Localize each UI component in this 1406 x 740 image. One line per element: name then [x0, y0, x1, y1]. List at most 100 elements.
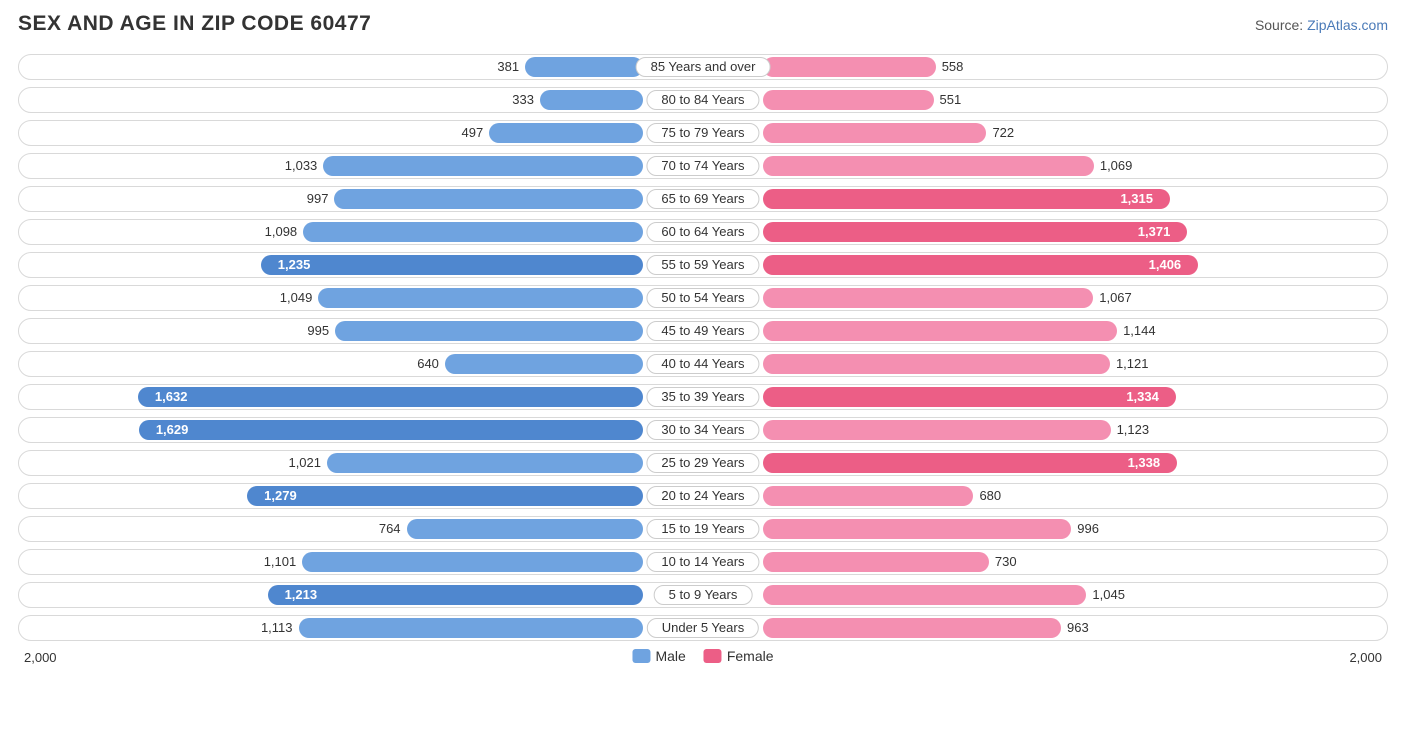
male-value: 1,213	[275, 583, 328, 607]
male-value: 333	[512, 88, 534, 112]
age-category-pill: 10 to 14 Years	[646, 552, 759, 572]
male-value: 1,098	[265, 220, 298, 244]
pyramid-row: 1,629 1,123 30 to 34 Years	[18, 417, 1388, 443]
age-category-pill: 15 to 19 Years	[646, 519, 759, 539]
male-bar	[540, 90, 643, 110]
female-value: 558	[942, 55, 964, 79]
female-value: 551	[940, 88, 962, 112]
female-bar	[763, 90, 934, 110]
age-category-pill: 65 to 69 Years	[646, 189, 759, 209]
axis-max-right: 2,000	[1349, 650, 1382, 665]
pyramid-row: 1,0331,06970 to 74 Years	[18, 153, 1388, 179]
chart-header: SEX AND AGE IN ZIP CODE 60477 Source: Zi…	[18, 12, 1388, 36]
male-bar	[302, 552, 643, 572]
male-bar	[335, 321, 643, 341]
age-category-pill: 75 to 79 Years	[646, 123, 759, 143]
age-category-pill: 70 to 74 Years	[646, 156, 759, 176]
male-bar	[318, 288, 643, 308]
age-category-pill: 30 to 34 Years	[646, 420, 759, 440]
pyramid-row: 640 1,121 40 to 44 Years	[18, 351, 1388, 377]
female-bar	[763, 288, 1093, 308]
female-value: 1,334	[1116, 385, 1169, 409]
age-category-pill: 60 to 64 Years	[646, 222, 759, 242]
age-category-pill: 40 to 44 Years	[646, 354, 759, 374]
female-bar	[763, 189, 1170, 209]
age-category-pill: 25 to 29 Years	[646, 453, 759, 473]
pyramid-row: 1,213 1,045 5 to 9 Years	[18, 582, 1388, 608]
female-bar	[763, 486, 973, 506]
female-bar	[763, 585, 1086, 605]
male-bar	[299, 618, 643, 638]
female-bar	[763, 420, 1111, 440]
pyramid-row: 1,101 730 10 to 14 Years	[18, 549, 1388, 575]
pyramid-row: 1,0211,33825 to 29 Years	[18, 450, 1388, 476]
axis-max-left: 2,000	[24, 650, 57, 665]
female-bar	[763, 519, 1071, 539]
pyramid-row: 38155885 Years and over	[18, 54, 1388, 80]
male-bar	[445, 354, 643, 374]
male-value: 1,279	[254, 484, 307, 508]
age-category-pill: 35 to 39 Years	[646, 387, 759, 407]
female-bar	[763, 453, 1177, 473]
female-value: 1,067	[1099, 286, 1132, 310]
male-bar	[323, 156, 643, 176]
source-prefix: Source:	[1255, 17, 1307, 33]
male-bar	[303, 222, 643, 242]
male-value: 640	[417, 352, 439, 376]
female-bar	[763, 255, 1198, 275]
pyramid-row: 1,279 680 20 to 24 Years	[18, 483, 1388, 509]
male-bar	[138, 387, 643, 407]
female-value: 1,338	[1118, 451, 1171, 475]
pyramid-row: 1,235 1,406 55 to 59 Years	[18, 252, 1388, 278]
male-value: 1,629	[146, 418, 199, 442]
female-bar	[763, 387, 1176, 407]
female-value: 1,123	[1117, 418, 1150, 442]
age-category-pill: Under 5 Years	[647, 618, 759, 638]
male-value: 995	[307, 319, 329, 343]
female-bar	[763, 57, 936, 77]
legend-item-male: Male	[632, 648, 685, 664]
male-bar	[334, 189, 643, 209]
female-value: 680	[979, 484, 1001, 508]
male-value: 1,235	[268, 253, 321, 277]
pyramid-row: 1,0491,06750 to 54 Years	[18, 285, 1388, 311]
female-bar	[763, 321, 1117, 341]
male-value: 997	[307, 187, 329, 211]
female-bar	[763, 156, 1094, 176]
female-value: 1,144	[1123, 319, 1156, 343]
male-value: 1,049	[280, 286, 313, 310]
female-bar	[763, 222, 1187, 242]
pyramid-row: 1,6321,33435 to 39 Years	[18, 384, 1388, 410]
age-category-pill: 45 to 49 Years	[646, 321, 759, 341]
legend-male-label: Male	[655, 648, 685, 664]
male-bar	[139, 420, 643, 440]
female-value: 722	[992, 121, 1014, 145]
female-swatch-icon	[704, 649, 722, 663]
age-category-pill: 20 to 24 Years	[646, 486, 759, 506]
legend-female-label: Female	[727, 648, 774, 664]
chart-footer: 2,000 Male Female 2,000	[18, 648, 1388, 672]
pyramid-row: 49772275 to 79 Years	[18, 120, 1388, 146]
male-value: 764	[379, 517, 401, 541]
pyramid-row: 764 996 15 to 19 Years	[18, 516, 1388, 542]
age-category-pill: 5 to 9 Years	[654, 585, 753, 605]
female-value: 730	[995, 550, 1017, 574]
female-value: 1,121	[1116, 352, 1149, 376]
female-value: 1,045	[1092, 583, 1125, 607]
source-link[interactable]: ZipAtlas.com	[1307, 17, 1388, 33]
pyramid-row: 997 1,315 65 to 69 Years	[18, 186, 1388, 212]
age-category-pill: 85 Years and over	[636, 57, 771, 77]
legend-item-female: Female	[704, 648, 774, 664]
male-value: 1,101	[264, 550, 297, 574]
female-bar	[763, 123, 986, 143]
male-bar	[525, 57, 643, 77]
female-value: 1,406	[1139, 253, 1192, 277]
female-bar	[763, 552, 989, 572]
chart-title: SEX AND AGE IN ZIP CODE 60477	[18, 12, 371, 36]
female-value: 1,315	[1110, 187, 1163, 211]
chart-source: Source: ZipAtlas.com	[1255, 17, 1388, 33]
pyramid-row: 995 1,144 45 to 49 Years	[18, 318, 1388, 344]
age-category-pill: 55 to 59 Years	[646, 255, 759, 275]
female-value: 996	[1077, 517, 1099, 541]
age-category-pill: 80 to 84 Years	[646, 90, 759, 110]
